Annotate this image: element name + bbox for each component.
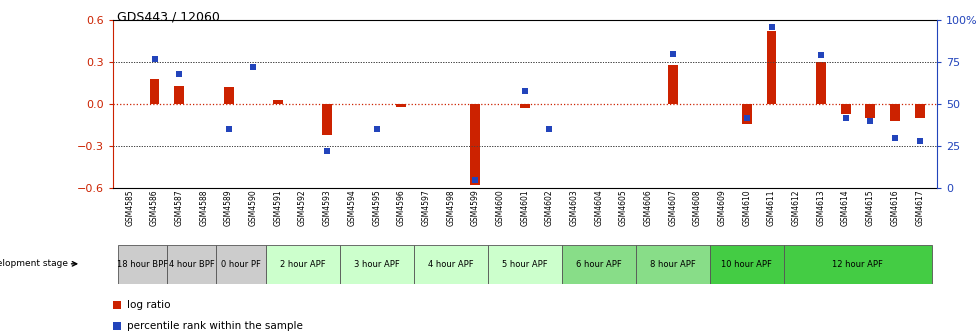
Text: 12 hour APF: 12 hour APF — [831, 260, 882, 269]
FancyBboxPatch shape — [487, 245, 561, 284]
FancyBboxPatch shape — [166, 245, 216, 284]
Bar — [840, 104, 850, 114]
FancyBboxPatch shape — [265, 245, 339, 284]
Bar — [667, 65, 677, 104]
Text: 5 hour APF: 5 hour APF — [502, 260, 547, 269]
FancyBboxPatch shape — [635, 245, 709, 284]
FancyBboxPatch shape — [216, 245, 265, 284]
Text: 3 hour APF: 3 hour APF — [353, 260, 399, 269]
Bar — [815, 62, 825, 104]
Bar — [322, 104, 332, 135]
Text: log ratio: log ratio — [127, 300, 170, 309]
Bar — [766, 31, 776, 104]
Bar — [741, 104, 751, 124]
Bar — [470, 104, 480, 185]
Text: 10 hour APF: 10 hour APF — [721, 260, 772, 269]
Text: 8 hour APF: 8 hour APF — [649, 260, 695, 269]
Text: development stage: development stage — [0, 259, 67, 268]
FancyBboxPatch shape — [783, 245, 931, 284]
Text: 6 hour APF: 6 hour APF — [575, 260, 621, 269]
Bar — [396, 104, 406, 107]
Text: 2 hour APF: 2 hour APF — [280, 260, 325, 269]
Text: 18 hour BPF: 18 hour BPF — [116, 260, 167, 269]
Bar — [865, 104, 874, 118]
FancyBboxPatch shape — [561, 245, 635, 284]
FancyBboxPatch shape — [414, 245, 487, 284]
Bar — [889, 104, 899, 121]
Text: percentile rank within the sample: percentile rank within the sample — [127, 322, 303, 331]
Text: 0 hour PF: 0 hour PF — [221, 260, 260, 269]
FancyBboxPatch shape — [339, 245, 414, 284]
Bar — [174, 86, 184, 104]
Bar — [150, 79, 159, 104]
Bar — [273, 100, 283, 104]
Text: 4 hour BPF: 4 hour BPF — [168, 260, 214, 269]
Bar — [913, 104, 923, 118]
Bar — [223, 87, 234, 104]
FancyBboxPatch shape — [709, 245, 783, 284]
Text: GDS443 / 12060: GDS443 / 12060 — [117, 10, 220, 23]
Bar — [519, 104, 529, 109]
Text: 4 hour APF: 4 hour APF — [427, 260, 473, 269]
FancyBboxPatch shape — [117, 245, 166, 284]
